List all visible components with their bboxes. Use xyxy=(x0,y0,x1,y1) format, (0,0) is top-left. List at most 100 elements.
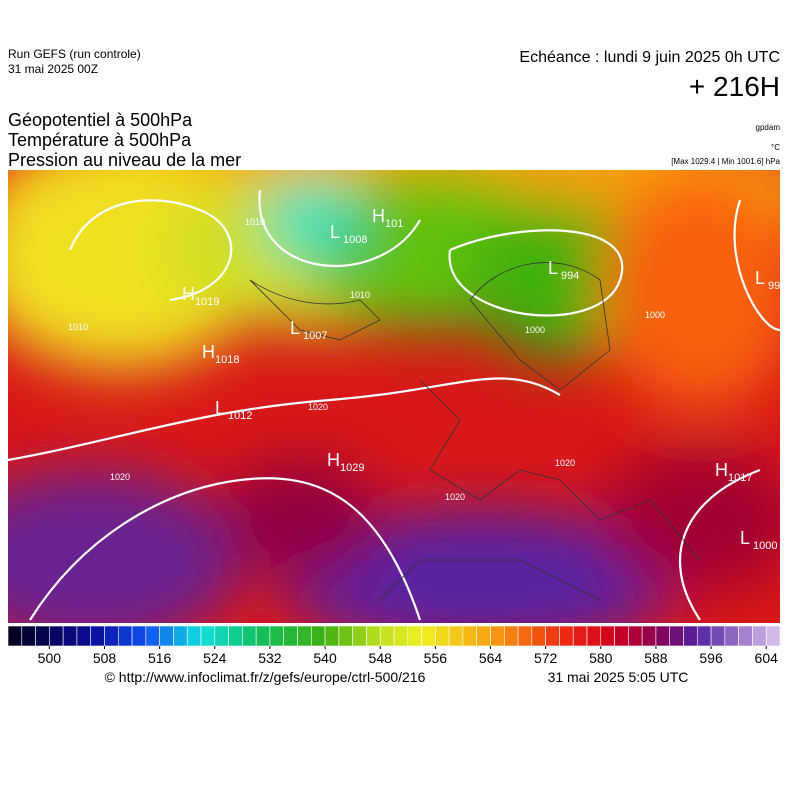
footer-time: 31 mai 2025 5:05 UTC xyxy=(548,669,689,685)
isobar-label: 1020 xyxy=(308,402,328,412)
isobar-label: 1020 xyxy=(555,458,575,468)
unit: °C xyxy=(771,143,780,152)
colorbar-cell xyxy=(752,625,767,647)
colorbar-tick-label: 580 xyxy=(589,650,613,666)
colorbar-cell xyxy=(393,625,409,647)
colorbar-tick-label: 572 xyxy=(534,650,558,666)
colorbar-cell xyxy=(765,625,781,647)
center-letter: H xyxy=(202,342,215,362)
colorbar-cell xyxy=(338,625,353,647)
colorbar-cell xyxy=(35,625,50,647)
colorbar-cell xyxy=(683,625,698,647)
center-letter: H xyxy=(182,284,195,304)
colorbar-cell xyxy=(104,625,119,647)
isobar-label: 1010 xyxy=(68,322,88,332)
colorbar-cell xyxy=(269,625,285,647)
lead-time: + 216H xyxy=(689,71,780,102)
colorbar-tick-label: 548 xyxy=(369,650,393,666)
colorbar-cell xyxy=(559,625,574,647)
colorbar-cell xyxy=(490,625,505,647)
unit: [Max 1029.4 | Min 1001.6] hPa xyxy=(671,157,780,166)
colorbar-cell xyxy=(710,625,726,647)
colorbar-cell xyxy=(297,625,312,647)
colorbar-cell xyxy=(600,625,615,647)
colorbar-cell xyxy=(62,625,78,647)
colorbar-cell xyxy=(641,625,657,647)
isobar-label: 1010 xyxy=(350,290,370,300)
colorbar-cell xyxy=(131,625,147,647)
center-letter: L xyxy=(548,258,558,278)
center-value: 1017 xyxy=(728,472,752,484)
isobar-label: 1010 xyxy=(245,217,265,227)
colorbar-tick-label: 556 xyxy=(424,650,448,666)
colorbar-cell xyxy=(283,625,298,647)
colorbar-cell xyxy=(379,625,395,647)
isobar-label: 1000 xyxy=(525,325,545,335)
colorbar-cell xyxy=(628,625,643,647)
colorbar-tick-label: 588 xyxy=(644,650,668,666)
colorbar-cell xyxy=(531,625,546,647)
field: Pression au niveau de la mer xyxy=(8,150,241,170)
map xyxy=(8,170,780,623)
colorbar-tick-label: 500 xyxy=(38,650,62,666)
center-value: 1008 xyxy=(343,234,367,246)
colorbar-cell xyxy=(117,625,133,647)
isobar-label: 1000 xyxy=(645,310,665,320)
colorbar-cell xyxy=(724,625,739,647)
colorbar-cell xyxy=(476,625,491,647)
center-letter: H xyxy=(372,206,385,226)
colorbar-cell xyxy=(173,625,188,647)
colorbar-cell xyxy=(242,625,257,647)
center-letter: H xyxy=(715,460,728,480)
unit: gpdam xyxy=(756,123,781,132)
colorbar-cell xyxy=(159,625,174,647)
center-letter: L xyxy=(290,318,300,338)
colorbar-cell xyxy=(310,625,326,647)
center-value: 1000 xyxy=(753,540,777,552)
center-value: 1029 xyxy=(340,462,364,474)
center-value: 101 xyxy=(385,218,403,230)
center-value: 1012 xyxy=(228,410,252,422)
colorbar-cell xyxy=(738,625,753,647)
run-date: 31 mai 2025 00Z xyxy=(8,62,98,76)
colorbar-cell xyxy=(586,625,602,647)
colorbar-cell xyxy=(655,625,671,647)
colorbar-cell xyxy=(145,625,160,647)
colorbar-tick-label: 532 xyxy=(258,650,282,666)
source: © http://www.infoclimat.fr/z/gefs/europe… xyxy=(105,669,426,685)
colorbar-cell xyxy=(186,625,202,647)
colorbar-tick-label: 508 xyxy=(93,650,117,666)
colorbar-cell xyxy=(76,625,92,647)
colorbar-cell xyxy=(572,625,588,647)
colorbar-cell xyxy=(435,625,450,647)
colorbar: 500 508 516 524 532 540 548 556 564 572 580 588 596 6… xyxy=(7,625,781,666)
colorbar-cell xyxy=(21,625,36,647)
colorbar-tick-label: 540 xyxy=(313,650,337,666)
colorbar-cell xyxy=(200,625,216,647)
center-letter: L xyxy=(330,222,340,242)
colorbar-cell xyxy=(90,625,105,647)
colorbar-cell xyxy=(255,625,271,647)
colorbar-cell xyxy=(7,625,23,647)
colorbar-cell xyxy=(462,625,478,647)
isobar-label: 1020 xyxy=(110,472,130,482)
colorbar-cell xyxy=(214,625,229,647)
run: Run GEFS (run controle) xyxy=(8,47,141,61)
colorbar-tick-label: 524 xyxy=(203,650,227,666)
center-letter: L xyxy=(215,398,225,418)
center-value: 1018 xyxy=(215,354,239,366)
center-value: 994 xyxy=(561,270,579,282)
center-value: 99 xyxy=(768,280,780,292)
colorbar-cell xyxy=(696,625,712,647)
center-letter: L xyxy=(740,528,750,548)
colorbar-cell xyxy=(49,625,64,647)
center-letter: L xyxy=(755,268,765,288)
colorbar-cell xyxy=(545,625,560,647)
field: Géopotentiel à 500hPa xyxy=(8,110,193,130)
center-value: 1007 xyxy=(303,330,327,342)
colorbar-cell xyxy=(366,625,381,647)
colorbar-tick-label: 596 xyxy=(699,650,723,666)
isobar-label: 1020 xyxy=(445,492,465,502)
valid-time: Echéance : lundi 9 juin 2025 0h UTC xyxy=(519,49,780,66)
